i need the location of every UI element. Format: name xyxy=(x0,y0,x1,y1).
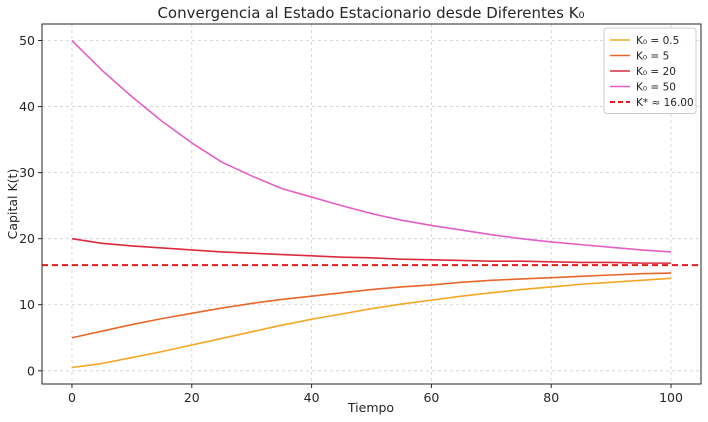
chart-title: Convergencia al Estado Estacionario desd… xyxy=(157,4,584,22)
y-tick-label: 10 xyxy=(19,297,35,312)
plot-frame xyxy=(41,23,702,385)
series-line-3 xyxy=(71,39,672,253)
y-tick-label: 0 xyxy=(27,363,35,378)
legend-label: K* ≈ 16.00 xyxy=(636,97,694,109)
x-tick-label: 60 xyxy=(423,390,439,405)
y-tick-label: 40 xyxy=(19,99,35,114)
x-axis-label: Tiempo xyxy=(347,400,394,415)
legend: K₀ = 0.5 K₀ = 5 K₀ = 20 K₀ = 50 K* ≈ 16.00 xyxy=(603,27,697,114)
grid-lines xyxy=(42,24,701,384)
y-tick-label: 20 xyxy=(19,231,35,246)
series-line-0 xyxy=(71,277,672,369)
x-tick-label: 100 xyxy=(659,390,683,405)
x-tick-label: 80 xyxy=(543,390,559,405)
x-tick-label: 40 xyxy=(304,390,320,405)
y-tick-label: 50 xyxy=(19,33,35,48)
series-line-1 xyxy=(71,272,672,339)
legend-label: K₀ = 0.5 xyxy=(636,35,679,47)
series-lines xyxy=(71,39,672,369)
y-axis-label: Capital K(t) xyxy=(5,169,20,240)
legend-label: K₀ = 5 xyxy=(636,50,669,62)
legend-label: K₀ = 20 xyxy=(636,66,676,78)
series-line-2 xyxy=(71,237,672,264)
ticks: 0 20 40 60 80 100 0 10 20 30 40 50 xyxy=(19,33,683,405)
legend-label: K₀ = 50 xyxy=(636,81,676,93)
legend-box xyxy=(603,27,697,114)
x-tick-label: 20 xyxy=(184,390,200,405)
x-tick-label: 0 xyxy=(68,390,76,405)
y-tick-label: 30 xyxy=(19,165,35,180)
axes xyxy=(41,23,702,385)
